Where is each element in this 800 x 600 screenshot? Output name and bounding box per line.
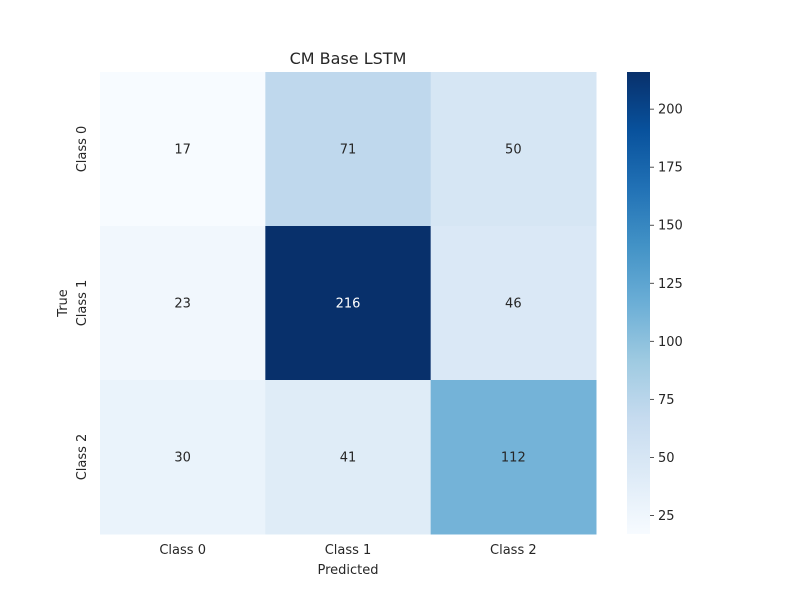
heatmap-cell [265,72,432,227]
heatmap-cell [430,380,597,535]
heatmap-cell [430,72,597,227]
heatmap-cells: 17 71 50 23 216 46 30 41 112 [100,72,597,535]
y-tick-label: Class 1 [75,280,90,327]
cell-value-label: 71 [340,143,357,158]
y-axis-label: True [56,289,71,318]
x-tick-labels: Class 0 Class 1 Class 2 [159,543,536,558]
cell-value-label: 50 [505,143,522,158]
cell-value-label: 30 [174,451,191,466]
heatmap-cell [100,72,266,227]
x-tick-label: Class 1 [325,543,372,558]
y-tick-label: Class 2 [75,434,90,481]
colorbar-tick-label: 50 [658,451,675,466]
cell-value-label: 41 [340,451,357,466]
heatmap-cell [265,380,432,535]
colorbar-tick-label: 200 [658,103,683,118]
chart-title: CM Base LSTM [290,49,407,68]
heatmap-cell [100,380,266,535]
x-tick-label: Class 2 [490,543,537,558]
heatmap-cell [430,226,597,381]
cell-value-label: 46 [505,297,522,312]
colorbar-tick-label: 150 [658,219,683,234]
heatmap-cell [100,226,266,381]
colorbar: 25 50 75 100 125 150 175 200 [627,72,683,534]
heatmap-cell [265,226,432,381]
colorbar-tick-label: 175 [658,161,683,176]
x-tick-label: Class 0 [159,543,206,558]
cell-value-label: 112 [501,451,526,466]
cell-value-label: 17 [174,143,191,158]
colorbar-gradient [627,72,650,534]
colorbar-tick-label: 100 [658,335,683,350]
y-tick-labels: Class 0 Class 1 Class 2 [75,126,90,481]
cell-value-label: 216 [336,297,361,312]
y-tick-label: Class 0 [75,126,90,173]
colorbar-tick-label: 125 [658,277,683,292]
colorbar-tick-label: 25 [658,509,675,524]
colorbar-tick-label: 75 [658,393,675,408]
x-axis-label: Predicted [317,563,378,578]
cell-value-label: 23 [174,297,191,312]
